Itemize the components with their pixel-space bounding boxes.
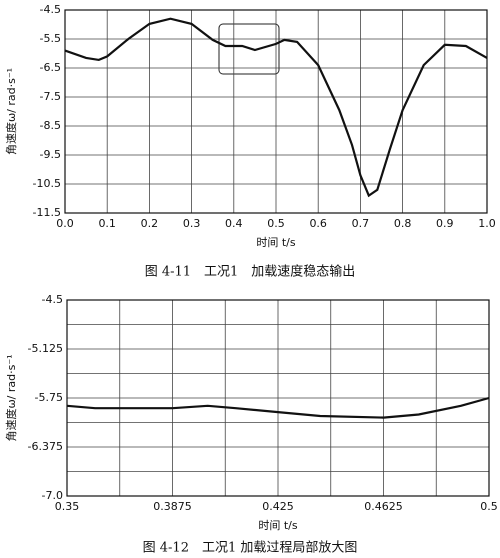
x-tick-label: 0.4 — [225, 217, 243, 230]
x-axis-label: 时间 t/s — [258, 519, 298, 532]
y-tick-label: -11.5 — [33, 206, 61, 219]
y-tick-label: -4.5 — [40, 3, 61, 16]
y-tick-label: -7.0 — [42, 489, 63, 502]
y-axis-label: 角速度ω/ rad·s⁻¹ — [4, 68, 18, 155]
y-tick-label: -5.5 — [40, 32, 61, 45]
y-tick-label: -4.5 — [42, 293, 63, 306]
y-tick-label: -10.5 — [33, 177, 61, 190]
x-tick-label: 0.2 — [141, 217, 159, 230]
x-tick-label: 0.4625 — [364, 500, 403, 513]
x-tick-label: 0.0 — [56, 217, 74, 230]
x-axis-label: 时间 t/s — [256, 236, 296, 249]
plot-frame — [64, 9, 488, 214]
x-tick-label: 0.3 — [183, 217, 201, 230]
x-tick-label: 0.1 — [98, 217, 116, 230]
x-tick-label: 0.3875 — [153, 500, 192, 513]
zoom-box — [218, 23, 280, 75]
x-tick-label: 1.0 — [478, 217, 496, 230]
y-tick-label: -8.5 — [40, 119, 61, 132]
x-tick-label: 0.9 — [436, 217, 454, 230]
x-tick-label: 0.5 — [480, 500, 498, 513]
caption: 图 4-12 工况1 加载过程局部放大图 — [143, 541, 358, 556]
x-tick-label: 0.5 — [267, 217, 285, 230]
y-tick-label: -5.75 — [35, 391, 63, 404]
y-tick-label: -6.375 — [28, 440, 63, 453]
x-tick-label: 0.7 — [352, 217, 370, 230]
x-tick-label: 0.425 — [262, 500, 294, 513]
y-tick-label: -5.125 — [28, 342, 63, 355]
x-tick-label: 0.8 — [394, 217, 412, 230]
y-tick-label: -6.5 — [40, 61, 61, 74]
y-axis-label: 角速度ω/ rad·s⁻¹ — [4, 354, 18, 441]
x-tick-label: 0.35 — [55, 500, 80, 513]
data-line — [66, 396, 490, 419]
y-tick-label: -7.5 — [40, 90, 61, 103]
caption: 图 4-11 工况1 加载速度稳态输出 — [145, 264, 356, 280]
data-line — [64, 17, 488, 198]
x-tick-label: 0.6 — [309, 217, 327, 230]
y-tick-label: -9.5 — [40, 148, 61, 161]
